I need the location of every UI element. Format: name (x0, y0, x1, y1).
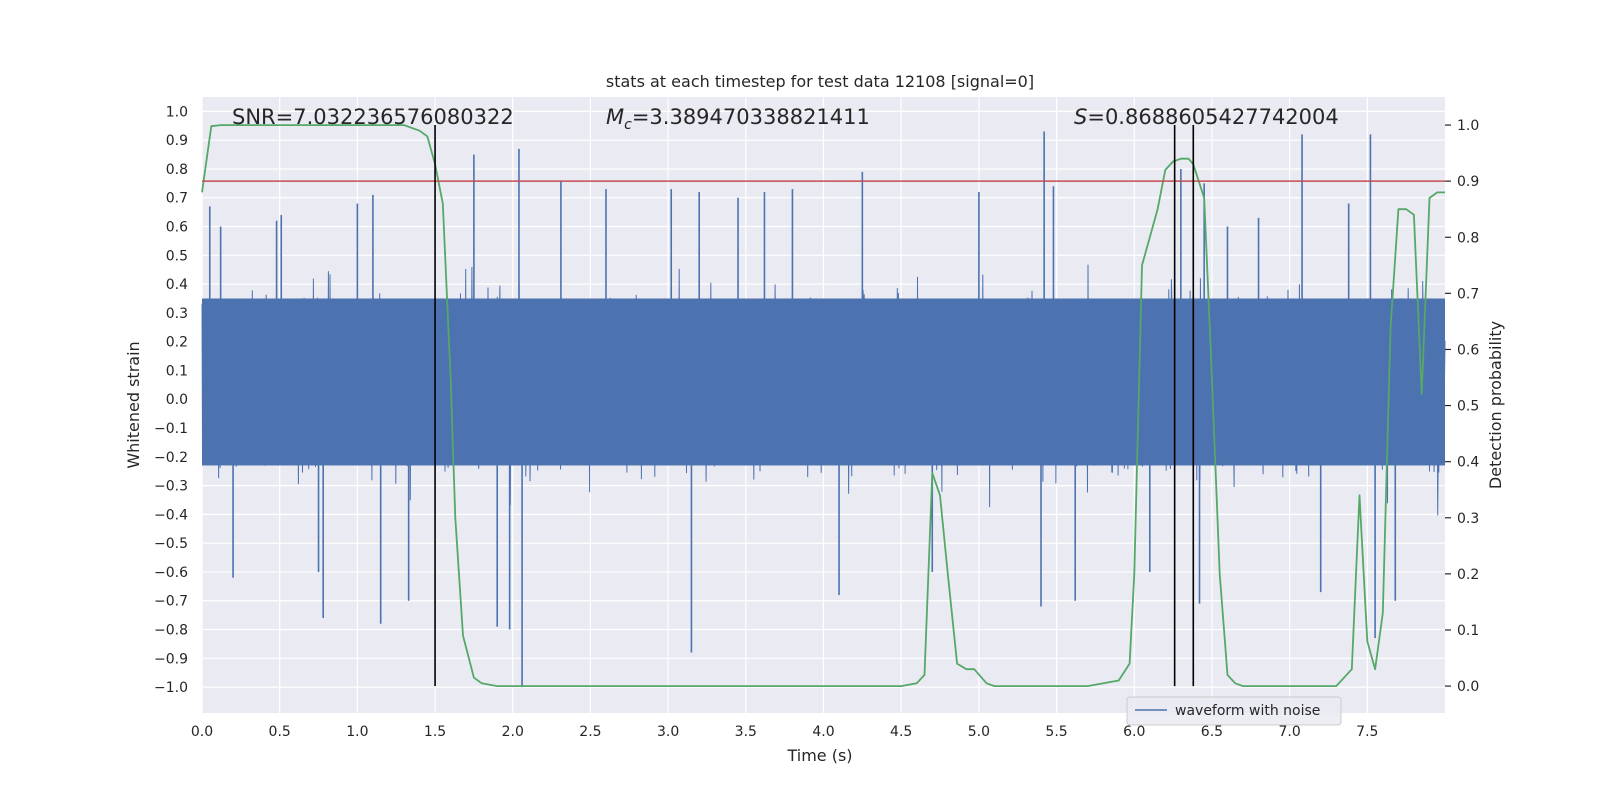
x-axis-ticks: 0.0 0.5 1.0 1.5 2.0 2.5 3.0 3.5 4.0 4.5 5.0 5.5 6.0 6… (191, 724, 1379, 740)
y2-tick-label-1: 0.9 (1457, 174, 1479, 190)
y-tick-label-14: −0.4 (154, 507, 188, 523)
y-axis-ticks: 1.0 0.9 0.8 0.7 0.6 0.5 0.4 0.3 0.2 0.1 0.0 −0.1 −0.… (154, 104, 188, 696)
y-tick-label-13: −0.3 (154, 479, 188, 495)
y-tick-label-8: 0.2 (166, 335, 188, 351)
chart-title: stats at each timestep for test data 121… (606, 72, 1034, 91)
y2-tick-label-2: 0.8 (1457, 230, 1479, 246)
y2-tick-label-7: 0.3 (1457, 511, 1479, 527)
y-tick-label-1: 0.9 (166, 133, 188, 149)
s-annotation: S=0.8688605427742004 (1074, 105, 1339, 129)
x-tick-label-15: 7.5 (1356, 724, 1378, 740)
x-tick-label-6: 3.0 (657, 724, 679, 740)
x-tick-label-12: 6.0 (1123, 724, 1145, 740)
y-tick-label-20: −1.0 (154, 680, 188, 696)
s-value: =0.8688605427742004 (1087, 105, 1338, 129)
y-tick-label-6: 0.4 (166, 277, 188, 293)
waveform-with-noise-series (201, 131, 1446, 688)
legend-box (1126, 696, 1342, 726)
x-tick-label-11: 5.5 (1045, 724, 1067, 740)
x-tick-label-1: 0.5 (269, 724, 291, 740)
x-tick-label-3: 1.5 (424, 724, 446, 740)
detection-probability-line (201, 124, 1445, 687)
s-symbol: S (1074, 105, 1087, 129)
y-tick-label-18: −0.8 (154, 623, 188, 639)
x-tick-label-7: 3.5 (735, 724, 757, 740)
y-tick-label-12: −0.2 (154, 450, 188, 466)
chirp-mass-subscript: c (624, 117, 632, 133)
y2-tick-label-8: 0.2 (1457, 567, 1479, 583)
y2-tick-label-9: 0.1 (1457, 623, 1479, 639)
y-tick-label-2: 0.8 (166, 162, 188, 178)
x-tick-label-13: 6.5 (1201, 724, 1223, 740)
snr-annotation: SNR=7.032236576080322 (232, 105, 514, 129)
chirp-mass-annotation: Mc=3.389470338821411 (606, 105, 870, 133)
legend: waveform with noise (1126, 696, 1342, 726)
reference-lines (202, 125, 1445, 687)
legend-label-waveform: waveform with noise (1175, 703, 1320, 719)
y-tick-label-11: −0.1 (154, 421, 188, 437)
y2-axis-ticks: 1.0 0.9 0.8 0.7 0.6 0.5 0.4 0.3 0.2 0.1 0.0 (1445, 118, 1479, 695)
x-tick-label-8: 4.0 (812, 724, 834, 740)
y-tick-label-19: −0.9 (154, 651, 188, 667)
y-tick-label-5: 0.5 (166, 248, 188, 264)
y-tick-label-3: 0.7 (166, 191, 188, 207)
x-tick-label-10: 5.0 (968, 724, 990, 740)
y2-tick-label-5: 0.5 (1457, 399, 1479, 415)
y2-axis-label: Detection probability (1486, 321, 1505, 489)
chirp-mass-symbol: M (606, 105, 624, 129)
x-tick-label-4: 2.0 (502, 724, 524, 740)
y-axis-label: Whitened strain (124, 341, 143, 468)
y2-tick-label-6: 0.4 (1457, 455, 1479, 471)
y-tick-label-0: 1.0 (166, 104, 188, 120)
y2-tick-label-0: 1.0 (1457, 118, 1479, 134)
y2-tick-label-4: 0.6 (1457, 342, 1479, 358)
y-tick-label-4: 0.6 (166, 220, 188, 236)
x-tick-label-2: 1.0 (346, 724, 368, 740)
y-tick-label-15: −0.5 (154, 536, 188, 552)
y-tick-label-16: −0.6 (154, 565, 188, 581)
y-tick-label-17: −0.7 (154, 594, 188, 610)
x-tick-label-5: 2.5 (579, 724, 601, 740)
y-tick-label-7: 0.3 (166, 306, 188, 322)
y2-tick-label-3: 0.7 (1457, 286, 1479, 302)
y-tick-label-9: 0.1 (166, 363, 188, 379)
chirp-mass-value: =3.389470338821411 (632, 105, 870, 129)
detection-probability-series (201, 124, 1445, 687)
x-tick-label-9: 4.5 (890, 724, 912, 740)
x-axis-label: Time (s) (786, 746, 852, 765)
y2-tick-label-10: 0.0 (1457, 679, 1479, 695)
x-tick-label-0: 0.0 (191, 724, 213, 740)
x-tick-label-14: 7.0 (1278, 724, 1300, 740)
y-tick-label-10: 0.0 (166, 392, 188, 408)
